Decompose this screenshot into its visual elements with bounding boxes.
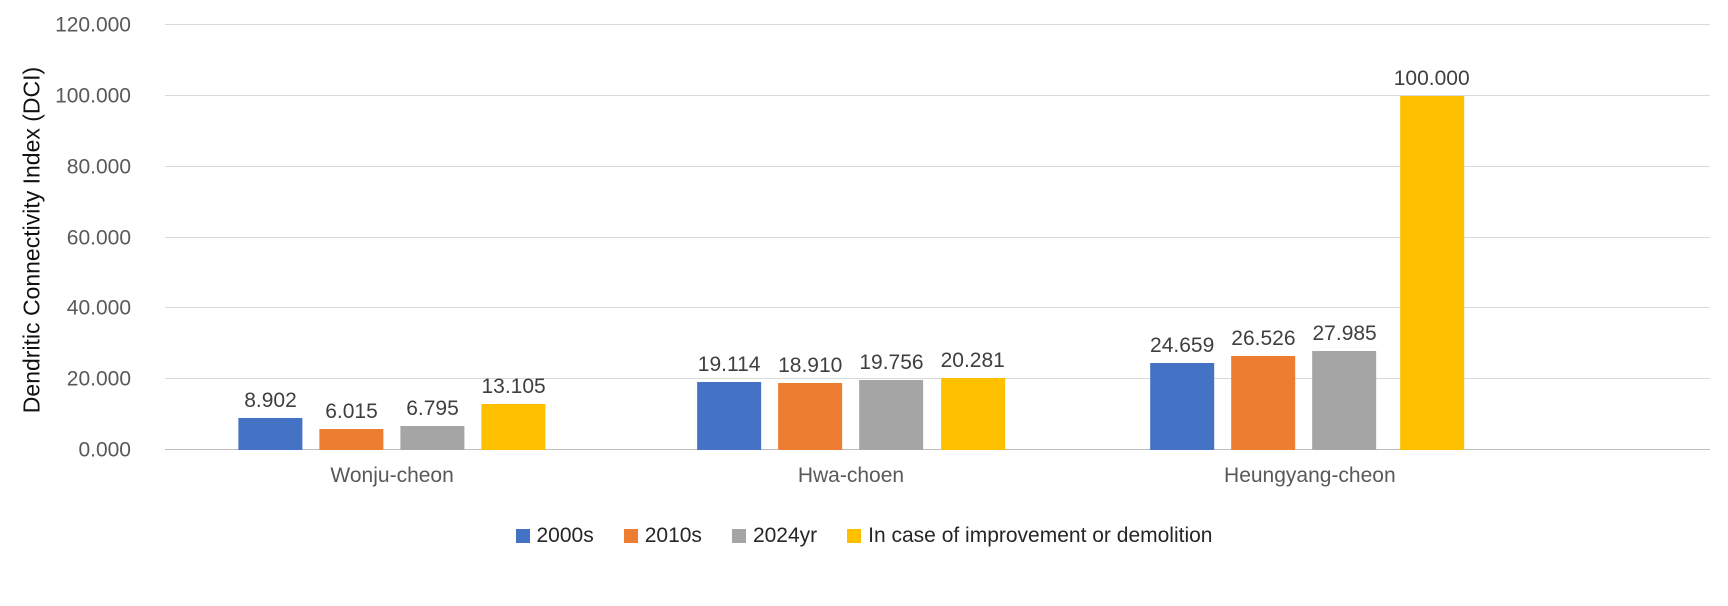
bar-column: 8.902 <box>238 25 303 450</box>
bar <box>940 378 1005 450</box>
legend: 2000s 2010s 2024yr In case of improvement o… <box>0 524 1728 548</box>
bar <box>238 418 303 450</box>
legend-swatch-icon <box>515 529 530 543</box>
bar-value-label: 6.015 <box>325 399 378 423</box>
bar-column: 19.114 <box>697 25 762 450</box>
bar <box>697 382 762 450</box>
y-tick-label: 100.000 <box>55 84 131 108</box>
bar <box>778 383 843 450</box>
y-tick-label: 0.000 <box>78 438 131 462</box>
bar <box>859 380 924 450</box>
y-axis-title: Dendritic Connectivity Index (DCI) <box>18 66 45 414</box>
gridline <box>165 24 1710 25</box>
bar <box>1231 356 1296 450</box>
y-tick-label: 120.000 <box>55 13 131 37</box>
bar <box>481 403 546 450</box>
bar-value-label: 27.985 <box>1312 321 1377 345</box>
legend-item: In case of improvement or demolition <box>847 524 1212 548</box>
bar <box>1150 362 1215 450</box>
bar-column: 26.526 <box>1231 25 1296 450</box>
bar-value-label: 19.756 <box>859 351 924 375</box>
bar-column: 27.985 <box>1313 25 1377 450</box>
bar-value-label: 26.526 <box>1231 327 1296 351</box>
y-tick-label: 20.000 <box>66 367 131 391</box>
bar-value-label: 24.659 <box>1150 333 1215 357</box>
gridline <box>165 94 1710 96</box>
bar-value-label: 19.114 <box>697 353 761 377</box>
gridline <box>165 307 1710 309</box>
legend-item: 2024yr <box>731 524 818 548</box>
bar <box>400 425 465 450</box>
y-tick-label: 80.000 <box>66 155 131 179</box>
bar-value-label: 100.000 <box>1393 66 1470 90</box>
bar-value-label: 20.281 <box>940 349 1005 373</box>
plot-area: 0.000 20.000 40.000 60.000 80.000 100.000 120.… <box>55 15 1710 487</box>
bar-group: 8.902 6.015 6.795 13.105 <box>238 25 546 450</box>
gridline <box>165 165 1710 167</box>
bar-column: 24.659 <box>1150 25 1214 450</box>
bar-column: 20.281 <box>941 25 1005 450</box>
bar-value-label: 18.910 <box>778 354 843 378</box>
bar-value-label: 13.105 <box>481 374 546 398</box>
bar-value-label: 8.902 <box>244 389 297 413</box>
legend-label: In case of improvement or demolition <box>868 524 1213 547</box>
bar-column: 13.105 <box>481 25 546 450</box>
legend-item: 2000s <box>515 524 594 548</box>
bar <box>1312 350 1377 450</box>
bar <box>319 428 384 450</box>
x-category-label: Wonju-cheon <box>330 464 454 487</box>
legend-label: 2024yr <box>752 524 818 547</box>
bar-column: 19.756 <box>859 25 924 450</box>
legend-label: 2000s <box>536 524 594 547</box>
x-axis-line <box>165 449 1710 450</box>
legend-item: 2010s <box>623 524 702 548</box>
legend-label: 2010s <box>644 524 702 547</box>
bar-column: 100.000 <box>1394 25 1470 450</box>
bar-column: 6.015 <box>319 25 384 450</box>
y-tick-label: 40.000 <box>66 296 131 320</box>
gridline <box>165 236 1710 238</box>
legend-swatch-icon <box>623 529 638 543</box>
gridline <box>165 378 1710 380</box>
bar-value-label: 6.795 <box>406 396 459 420</box>
bar-column: 18.910 <box>778 25 842 450</box>
bar-group: 24.659 26.526 27.985 100.000 <box>1150 25 1470 450</box>
legend-swatch-icon <box>731 529 746 543</box>
x-category-label: Heungyang-cheon <box>1224 464 1396 487</box>
bar-group: 19.114 18.910 19.756 20.281 <box>697 25 1005 450</box>
bar-column: 6.795 <box>400 25 465 450</box>
x-category-label: Hwa-choen <box>797 464 905 487</box>
y-tick-label: 60.000 <box>66 226 131 249</box>
legend-swatch-icon <box>847 529 862 543</box>
bar <box>1399 95 1464 450</box>
